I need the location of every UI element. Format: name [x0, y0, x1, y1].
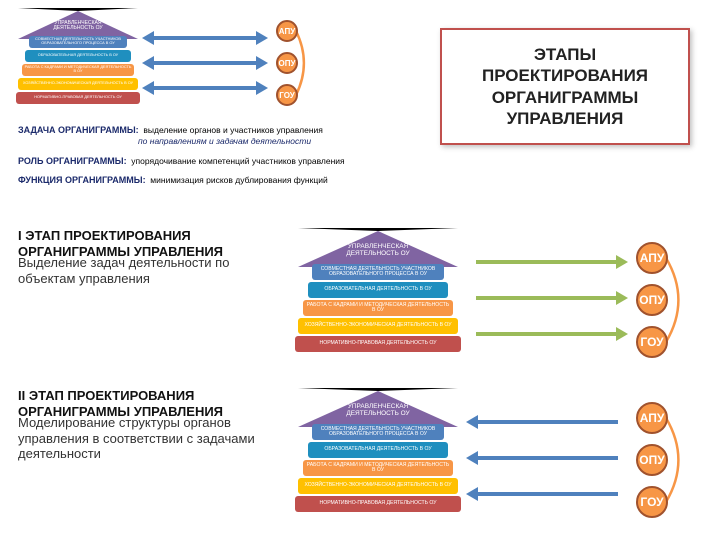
stage-1-title-text: ЭТАП ПРОЕКТИРОВАНИЯ ОРГАНИГРАММЫ УПРАВЛЕ… [18, 228, 223, 259]
arrow-head [142, 81, 154, 95]
arrow-head [616, 255, 628, 269]
stage-1-num: I [18, 228, 22, 243]
arrow [152, 61, 258, 65]
top-block: УПРАВЛЕНЧЕСКАЯ ДЕЯТЕЛЬНОСТЬ ОУ СОВМЕСТНАЯ… [18, 8, 378, 194]
arrow-head [256, 31, 268, 45]
arrow-head [256, 81, 268, 95]
house-band: ХОЗЯЙСТВЕННО-ЭКОНОМИЧЕСКАЯ ДЕЯТЕЛЬНОСТЬ … [298, 478, 458, 494]
stage-2-graphic: УПРАВЛЕНЧЕСКАЯ ДЕЯТЕЛЬНОСТЬ ОУ СОВМЕСТНАЯ… [298, 388, 703, 528]
house-roof-label: УПРАВЛЕНЧЕСКАЯ ДЕЯТЕЛЬНОСТЬ ОУ [298, 404, 458, 417]
stage-2-title-text: ЭТАП ПРОЕКТИРОВАНИЯ ОРГАНИГРАММЫ УПРАВЛЕ… [18, 388, 223, 419]
stage-1-desc: Выделение задач деятельности по объектам… [18, 255, 268, 286]
house-band: ХОЗЯЙСТВЕННО-ЭКОНОМИЧЕСКАЯ ДЕЯТЕЛЬНОСТЬ … [298, 318, 458, 334]
arrow-head [142, 31, 154, 45]
stage-2-desc: Моделирование структуры органов управлен… [18, 415, 268, 462]
arrow [476, 296, 618, 300]
circle-connector [662, 402, 714, 518]
mgmt-circle: АПУ [276, 20, 298, 42]
arrow [476, 456, 618, 460]
arrow-head [466, 415, 478, 429]
mgmt-circle: ОПУ [636, 284, 668, 316]
house-band: НОРМАТИВНО-ПРАВОВАЯ ДЕЯТЕЛЬНОСТЬ ОУ [295, 496, 461, 512]
arrow-head [616, 291, 628, 305]
arrow-head [616, 327, 628, 341]
stage-1-text: I ЭТАП ПРОЕКТИРОВАНИЯ ОРГАНИГРАММЫ УПРАВ… [18, 228, 268, 286]
arrow [476, 332, 618, 336]
arrow [476, 492, 618, 496]
house-band: СОВМЕСТНАЯ ДЕЯТЕЛЬНОСТЬ УЧАСТНИКОВ ОБРАЗ… [312, 424, 443, 440]
house-roof-label: УПРАВЛЕНЧЕСКАЯ ДЕЯТЕЛЬНОСТЬ ОУ [18, 21, 138, 31]
house-band: СОВМЕСТНАЯ ДЕЯТЕЛЬНОСТЬ УЧАСТНИКОВ ОБРАЗ… [29, 36, 127, 48]
house-band: ОБРАЗОВАТЕЛЬНАЯ ДЕЯТЕЛЬНОСТЬ В ОУ [25, 50, 131, 62]
mgmt-circle: ОПУ [636, 444, 668, 476]
mgmt-circle: ОПУ [276, 52, 298, 74]
arrow-head [466, 487, 478, 501]
arrow [476, 420, 618, 424]
house-band: РАБОТА С КАДРАМИ И МЕТОДИЧЕСКАЯ ДЕЯТЕЛЬН… [22, 64, 135, 76]
house-band: НОРМАТИВНО-ПРАВОВАЯ ДЕЯТЕЛЬНОСТЬ ОУ [295, 336, 461, 352]
house-band: ОБРАЗОВАТЕЛЬНАЯ ДЕЯТЕЛЬНОСТЬ В ОУ [308, 282, 449, 298]
info-line: ФУНКЦИЯ ОРГАНИГРАММЫ: минимизация рисков… [18, 174, 378, 186]
stage-2-text: II ЭТАП ПРОЕКТИРОВАНИЯ ОРГАНИГРАММЫ УПРА… [18, 388, 268, 462]
info-line: РОЛЬ ОРГАНИГРАММЫ: упорядочивание компет… [18, 155, 378, 167]
stage-2-num: II [18, 388, 25, 403]
house-band: ОБРАЗОВАТЕЛЬНАЯ ДЕЯТЕЛЬНОСТЬ В ОУ [308, 442, 449, 458]
arrow [476, 260, 618, 264]
info-line: ЗАДАЧА ОРГАНИГРАММЫ: выделение органов и… [18, 124, 378, 148]
mgmt-circle: АПУ [636, 402, 668, 434]
mgmt-circle: ГОУ [636, 326, 668, 358]
house-band: РАБОТА С КАДРАМИ И МЕТОДИЧЕСКАЯ ДЕЯТЕЛЬН… [303, 460, 453, 476]
mgmt-circle: ГОУ [276, 84, 298, 106]
circle-connector [662, 242, 714, 358]
info-text: ЗАДАЧА ОРГАНИГРАММЫ: выделение органов и… [18, 124, 378, 187]
house-band: СОВМЕСТНАЯ ДЕЯТЕЛЬНОСТЬ УЧАСТНИКОВ ОБРАЗ… [312, 264, 443, 280]
arrow [152, 86, 258, 90]
arrow-head [142, 56, 154, 70]
house-band: ХОЗЯЙСТВЕННО-ЭКОНОМИЧЕСКАЯ ДЕЯТЕЛЬНОСТЬ … [18, 78, 138, 90]
arrow-head [466, 451, 478, 465]
arrow [152, 36, 258, 40]
stage-1: I ЭТАП ПРОЕКТИРОВАНИЯ ОРГАНИГРАММЫ УПРАВ… [18, 228, 702, 373]
title-box: ЭТАПЫ ПРОЕКТИРОВАНИЯ ОРГАНИГРАММЫ УПРАВЛ… [440, 28, 690, 145]
mini-diagram: УПРАВЛЕНЧЕСКАЯ ДЕЯТЕЛЬНОСТЬ ОУ СОВМЕСТНАЯ… [18, 8, 378, 118]
slide: УПРАВЛЕНЧЕСКАЯ ДЕЯТЕЛЬНОСТЬ ОУ СОВМЕСТНАЯ… [0, 0, 720, 540]
stage-1-graphic: УПРАВЛЕНЧЕСКАЯ ДЕЯТЕЛЬНОСТЬ ОУ СОВМЕСТНАЯ… [298, 228, 703, 368]
mgmt-circle: ГОУ [636, 486, 668, 518]
circle-connector [292, 20, 334, 106]
mgmt-circle: АПУ [636, 242, 668, 274]
arrow-head [256, 56, 268, 70]
stage-2: II ЭТАП ПРОЕКТИРОВАНИЯ ОРГАНИГРАММЫ УПРА… [18, 388, 702, 533]
house-band: НОРМАТИВНО-ПРАВОВАЯ ДЕЯТЕЛЬНОСТЬ ОУ [16, 92, 141, 104]
house-band: РАБОТА С КАДРАМИ И МЕТОДИЧЕСКАЯ ДЕЯТЕЛЬН… [303, 300, 453, 316]
house-roof-label: УПРАВЛЕНЧЕСКАЯ ДЕЯТЕЛЬНОСТЬ ОУ [298, 244, 458, 257]
